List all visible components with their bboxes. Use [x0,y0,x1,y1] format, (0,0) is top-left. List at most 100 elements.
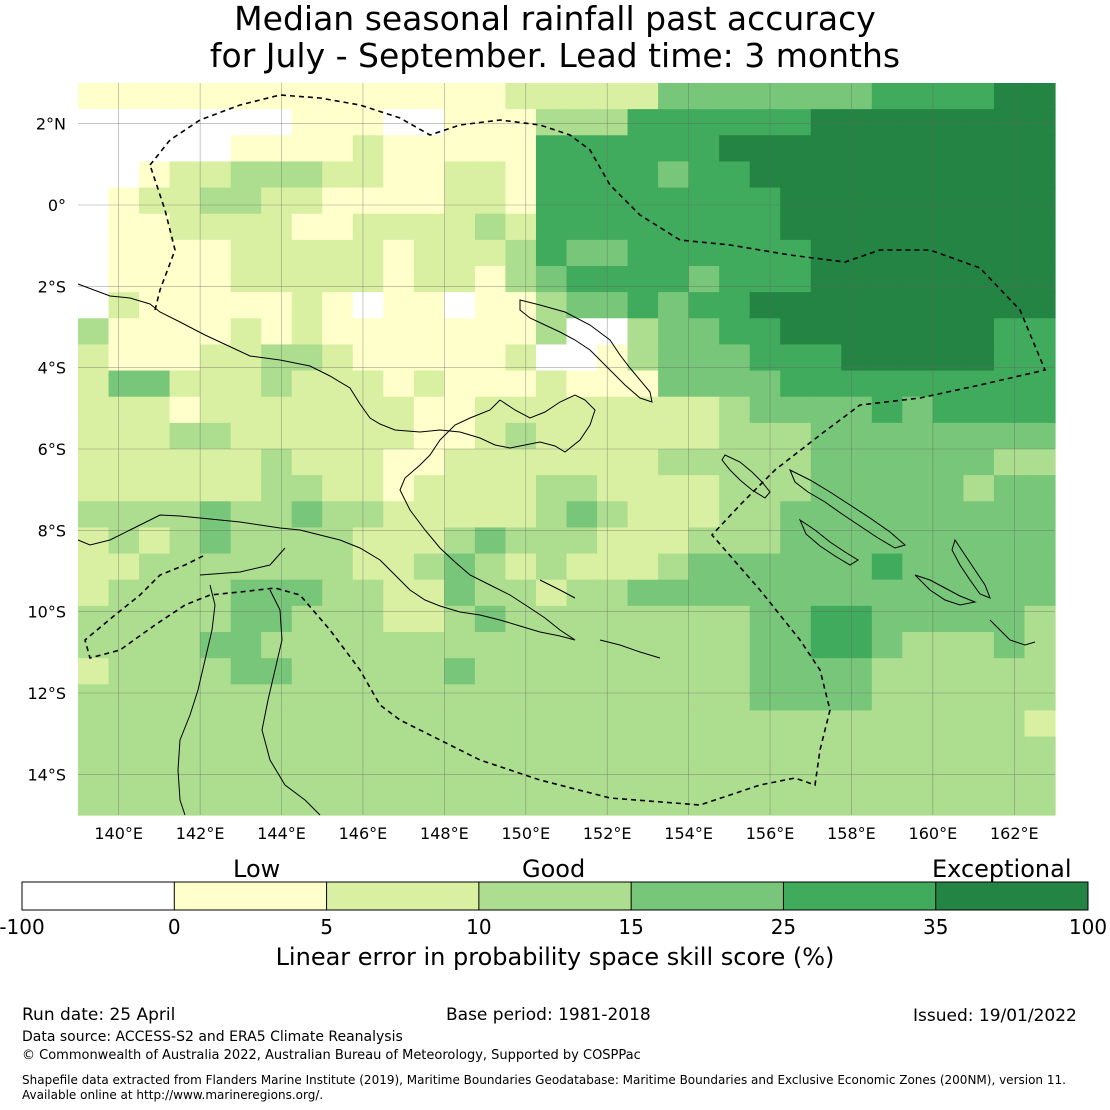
grid-cell [597,239,629,267]
grid-cell [993,239,1026,267]
grid-cell [597,292,629,319]
colorbar-border [21,881,1089,911]
grid-cell [688,658,720,685]
grid-cell [993,762,1026,790]
solomon-islands-coastline-4 [951,538,991,599]
grid-cell [932,161,965,189]
grid-cell [413,266,445,293]
grid-cell [230,632,262,659]
grid-cell [841,370,873,398]
grid-cell [963,475,995,502]
grid-cell [78,449,110,476]
grid-cell [444,396,476,424]
grid-cell [841,422,873,450]
grid-cell [780,710,812,738]
grid-cell [780,239,812,267]
grid-cell [322,161,354,189]
grid-cell [383,318,415,346]
grid-cell [535,213,568,241]
grid-cell [78,632,110,659]
grid-cell [627,736,659,764]
grid-cell [383,292,415,319]
latitude-tick-label: 2°S [38,277,66,296]
grid-cell [352,527,384,555]
grid-cell [1024,684,1056,712]
grid-cell [993,422,1026,450]
grid-cell [810,396,842,424]
grid-cell [413,605,445,633]
grid-cell [291,736,323,764]
grid-cell [810,161,842,189]
colorbar-tick-label: 15 [618,915,643,939]
grid-cell [871,475,903,502]
grid-cell [322,527,354,555]
shapefile-credit-2: Available online at http://www.marinereg… [22,1088,324,1102]
grid-cell [902,135,934,163]
grid-cell [566,109,598,136]
grid-cell [322,318,354,346]
grid-cell [413,632,445,659]
grid-cell [291,501,323,529]
grid-cell [566,135,598,163]
latitude-tick-label: 14°S [27,765,66,784]
grid-cell [383,710,415,738]
grid-cell [810,501,842,529]
grid-cell [749,684,781,712]
grid-cell [413,422,445,450]
grid-cell [993,370,1026,398]
grid-cell [871,788,903,816]
grid-cell [261,239,293,267]
grid-cell [322,266,354,293]
grid-cell [749,553,781,581]
grid-cell [1024,736,1056,764]
grid-cell [1024,658,1056,685]
grid-cell [139,239,171,267]
grid-cell [688,161,720,189]
grid-cell [902,422,934,450]
grid-cell [597,527,629,555]
grid-cell [413,736,445,764]
grid-cell [841,710,873,738]
grid-cell [963,762,995,790]
grid-cell [1024,579,1056,607]
grid-cell [780,762,812,790]
grid-cell [749,370,781,398]
longitude-tick-label: 140°E [94,824,143,843]
grid-cell [719,501,751,529]
grid-cell [139,266,171,293]
grid-cell [688,632,720,659]
grid-cell [566,475,598,502]
grid-cell [261,292,293,319]
colorbar-axis-label: Linear error in probability space skill … [275,943,835,971]
grid-cell [444,109,476,136]
colorbar-word-exceptional: Exceptional [932,855,1072,883]
grid-cell [78,736,110,764]
grid-cell [230,344,262,372]
grid-cell [597,762,629,790]
grid-cell [78,292,110,319]
grid-cell [658,135,690,163]
grid-cell [841,788,873,816]
grid-cell [474,266,507,293]
grid-cell [139,788,171,816]
grid-cell [566,187,598,215]
longitude-tick-label: 148°E [420,824,469,843]
grid-cell [932,292,965,319]
grid-cell [169,213,201,241]
grid-cell [566,266,598,293]
grid-cell [505,501,537,529]
latitude-tick-label: 8°S [38,521,66,540]
grid-cell [230,527,262,555]
grid-cell [810,736,842,764]
longitude-tick-label: 150°E [501,824,550,843]
grid-cell [291,449,323,476]
grid-cell [749,266,781,293]
grid-cell [719,658,751,685]
grid-cell [963,266,995,293]
grid-cell [383,213,415,241]
colorbar-tick-label: 25 [771,915,796,939]
grid-cell [627,239,659,267]
grid-cell [871,292,903,319]
grid-cell [261,501,293,529]
grid-cell [139,318,171,346]
